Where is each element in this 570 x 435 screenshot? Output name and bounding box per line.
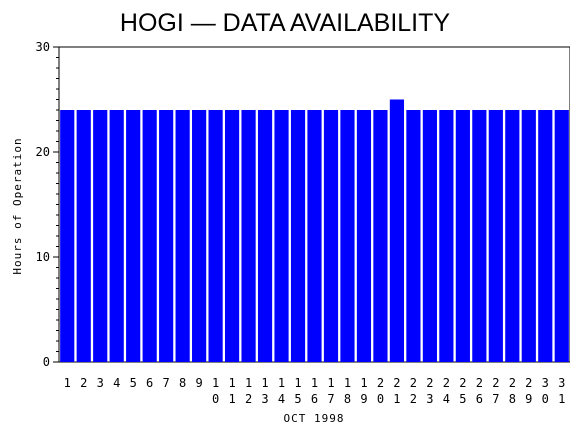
x-tick-label: 6 xyxy=(146,376,153,390)
bar-day-8 xyxy=(175,110,190,362)
x-tick-label: 7 xyxy=(163,376,170,390)
bar-day-17 xyxy=(323,110,339,362)
bar-day-2 xyxy=(76,110,91,362)
x-tick-label: 9 xyxy=(195,376,202,390)
bar-day-9 xyxy=(192,110,207,362)
bar-day-14 xyxy=(274,110,289,362)
x-axis-label: OCT 1998 xyxy=(284,412,345,425)
bar-day-19 xyxy=(356,110,372,362)
bar-day-29 xyxy=(521,110,536,362)
bar-day-20 xyxy=(373,110,388,362)
bar-day-7 xyxy=(159,110,174,362)
x-tick-label: 1 xyxy=(64,376,71,390)
x-tick-label: 2 xyxy=(80,376,87,390)
bar-day-1 xyxy=(60,110,75,362)
bar-day-6 xyxy=(142,110,157,362)
x-tick-label: 3 xyxy=(97,376,104,390)
y-tick-label: 0 xyxy=(43,355,50,369)
x-tick-label: 8 xyxy=(179,376,186,390)
chart-title: HOGI — DATA AVAILABILITY xyxy=(120,9,451,37)
bar-day-23 xyxy=(422,110,437,362)
bar-day-24 xyxy=(439,110,454,362)
bar-day-13 xyxy=(257,110,273,362)
bar-day-5 xyxy=(126,110,141,362)
bar-day-30 xyxy=(538,110,553,362)
bar-day-12 xyxy=(241,110,256,362)
bar-day-25 xyxy=(455,110,470,362)
bar-day-11 xyxy=(224,110,240,362)
bar-day-16 xyxy=(307,110,322,362)
x-tick-label: 5 xyxy=(130,376,137,390)
y-tick-label: 30 xyxy=(36,40,50,54)
y-axis-label: Hours of Operation xyxy=(11,137,24,274)
bar-day-18 xyxy=(340,110,355,362)
y-tick-label: 10 xyxy=(36,250,50,264)
y-tick-label: 20 xyxy=(36,145,50,159)
bar-day-31 xyxy=(554,110,569,362)
x-tick-label: 4 xyxy=(113,376,120,390)
bar-day-15 xyxy=(290,110,306,362)
bar-day-10 xyxy=(208,110,223,362)
bar-day-28 xyxy=(505,110,520,362)
bar-day-3 xyxy=(93,110,108,362)
bar-day-26 xyxy=(472,110,487,362)
bar-day-21 xyxy=(389,99,405,362)
bar-day-27 xyxy=(488,110,503,362)
bar-day-22 xyxy=(406,110,421,362)
bar-day-4 xyxy=(109,110,124,362)
